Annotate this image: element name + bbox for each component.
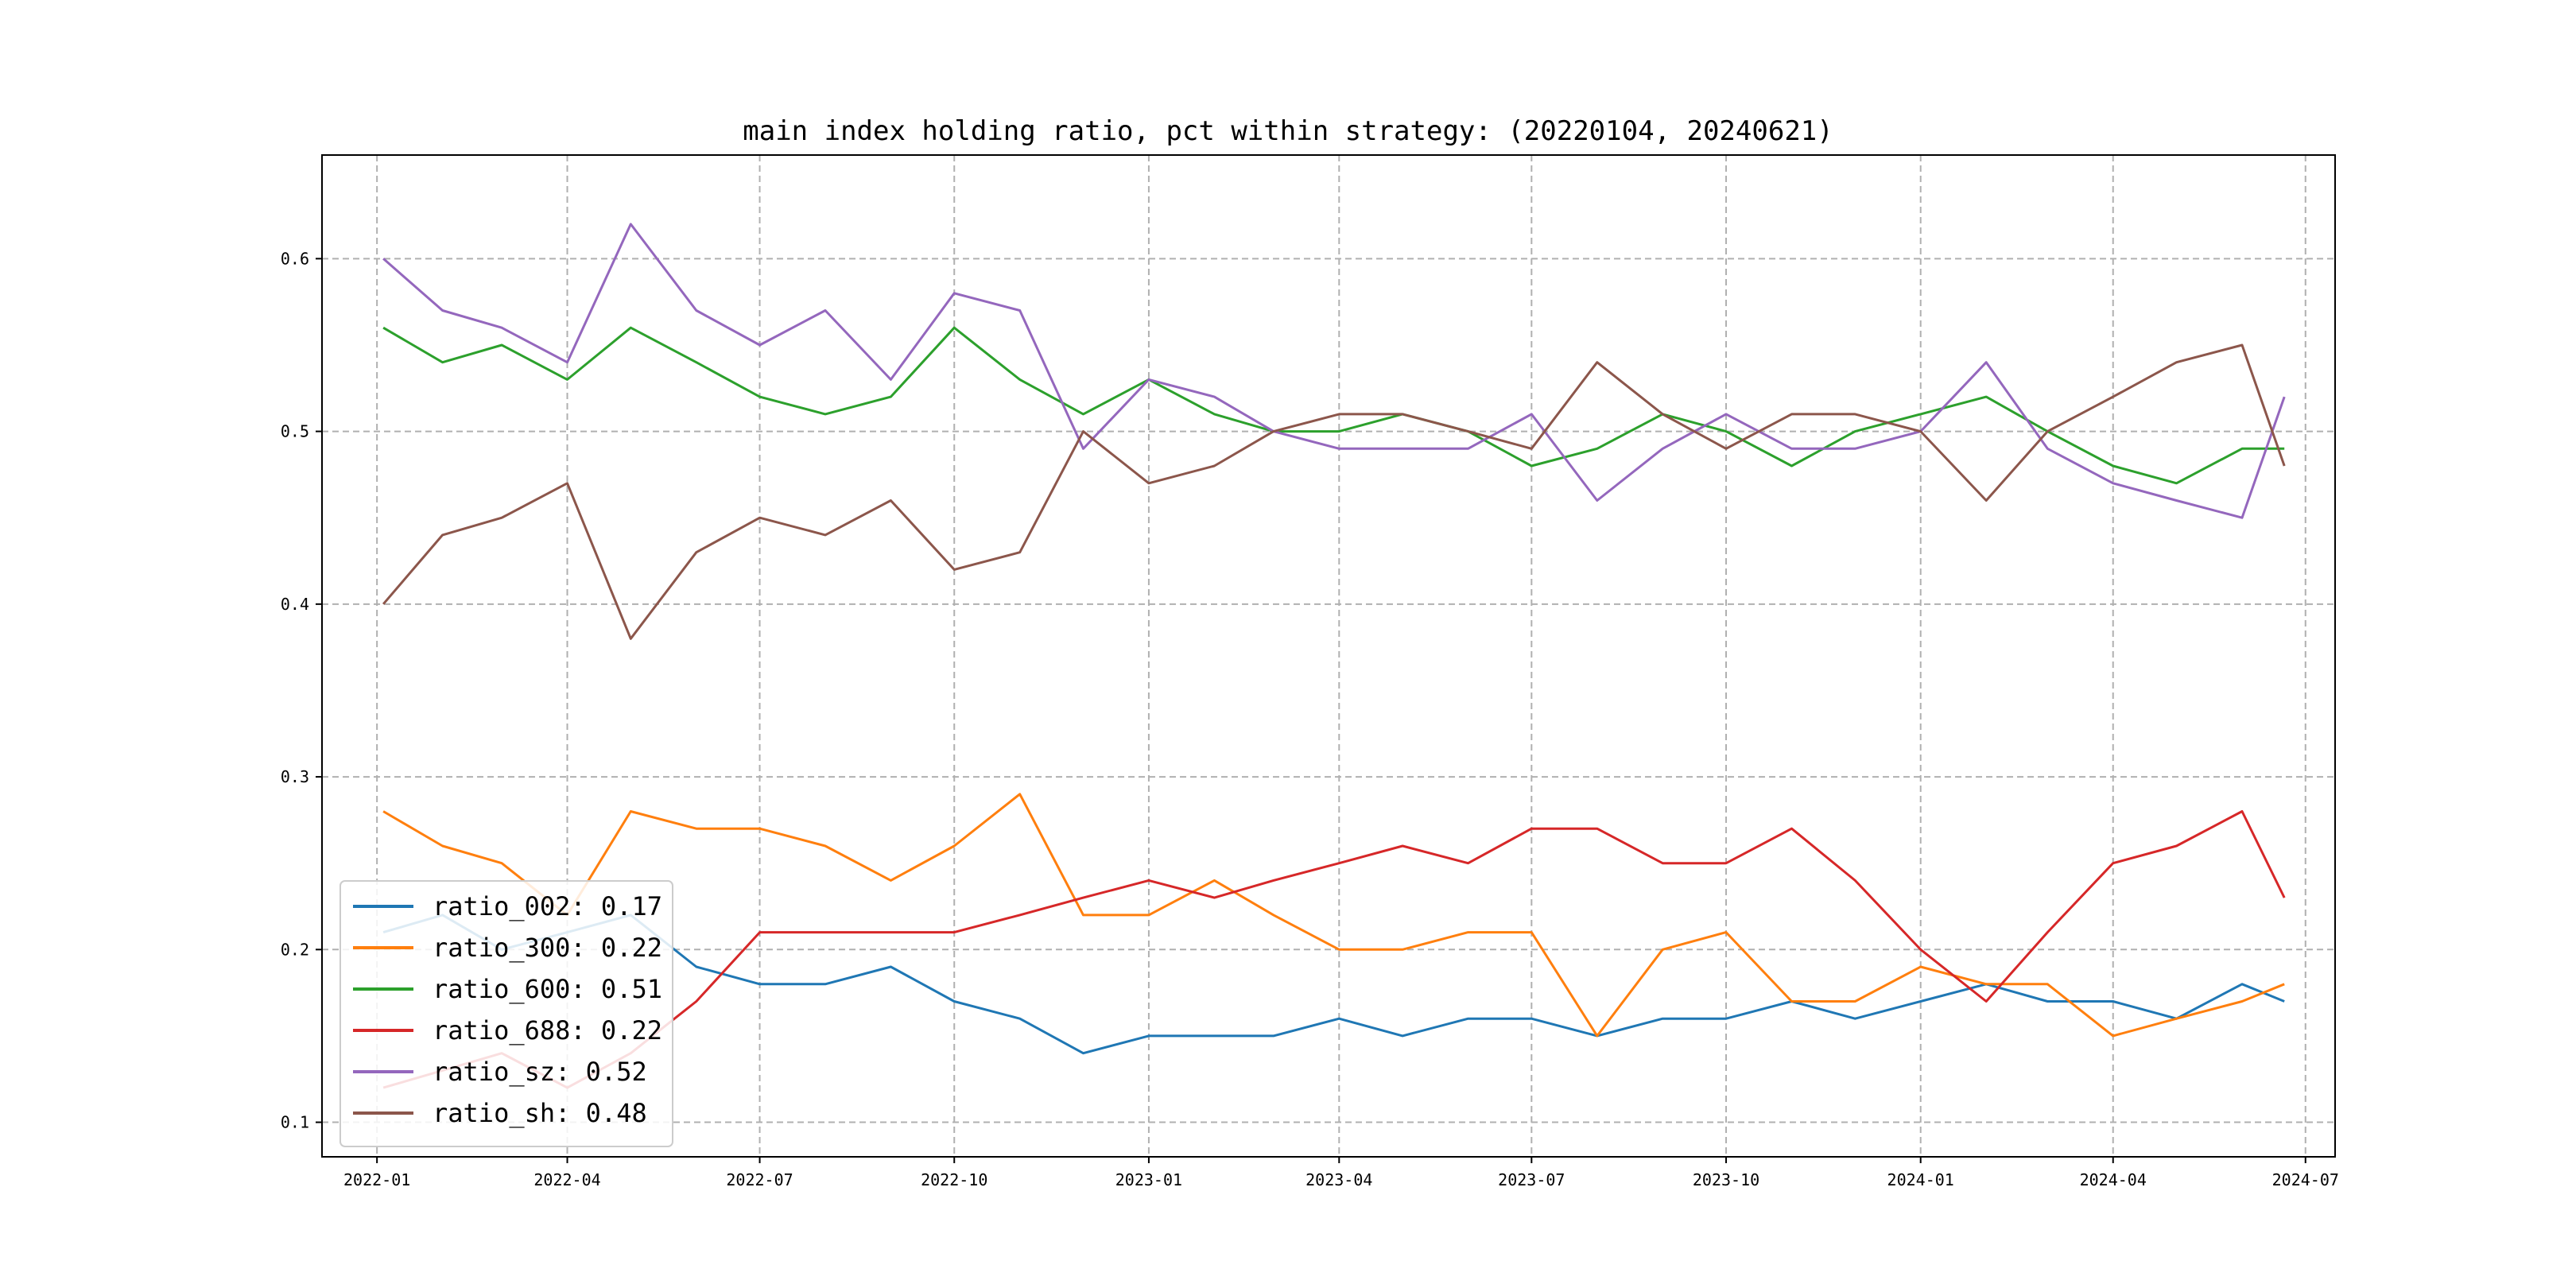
plot-frame (321, 154, 2336, 1158)
series-line-ratio-sz (382, 223, 2286, 519)
legend-label: ratio_002: 0.17 (433, 891, 662, 921)
y-tick-label: 0.4 (281, 595, 309, 614)
x-tick-label: 2023-04 (1305, 1170, 1372, 1189)
legend: ratio_002: 0.17 ratio_300: 0.22 ratio_600:… (339, 880, 673, 1147)
series-line-ratio-sh (382, 343, 2286, 640)
chart-title: main index holding ratio, pct within str… (743, 115, 1833, 147)
x-tick-label: 2024-01 (1887, 1170, 1954, 1189)
series-line-ratio-300 (382, 793, 2285, 1038)
legend-label: ratio_300: 0.22 (433, 933, 662, 963)
legend-box (339, 880, 673, 1147)
y-tick-label: 0.5 (281, 422, 309, 441)
legend-label: ratio_sh: 0.48 (433, 1098, 647, 1128)
legend-label: ratio_688: 0.22 (433, 1015, 662, 1046)
x-tick-label: 2024-04 (2080, 1170, 2147, 1189)
y-axis: 0.1 0.2 0.3 0.4 0.5 0.6 (281, 249, 322, 1132)
x-tick-label: 2024-07 (2272, 1170, 2339, 1189)
x-tick-label: 2022-01 (343, 1170, 410, 1189)
x-tick-label: 2023-01 (1115, 1170, 1182, 1189)
x-tick-label: 2022-10 (921, 1170, 987, 1189)
y-tick-label: 0.6 (281, 249, 309, 268)
y-tick-label: 0.1 (281, 1113, 309, 1132)
x-tick-label: 2022-04 (533, 1170, 600, 1189)
x-tick-label: 2022-07 (726, 1170, 793, 1189)
series-layer (382, 223, 2286, 1089)
series-line-ratio-600 (382, 326, 2285, 485)
x-tick-label: 2023-07 (1498, 1170, 1565, 1189)
series-line-ratio-688 (382, 810, 2286, 1089)
legend-label: ratio_sz: 0.52 (433, 1057, 647, 1087)
y-tick-label: 0.2 (281, 940, 309, 959)
legend-label: ratio_600: 0.51 (433, 974, 662, 1004)
y-tick-label: 0.3 (281, 767, 309, 786)
x-tick-label: 2023-10 (1693, 1170, 1759, 1189)
x-axis: 2022-01 2022-04 2022-07 2022-10 2023-01 2023-… (343, 1157, 2339, 1189)
